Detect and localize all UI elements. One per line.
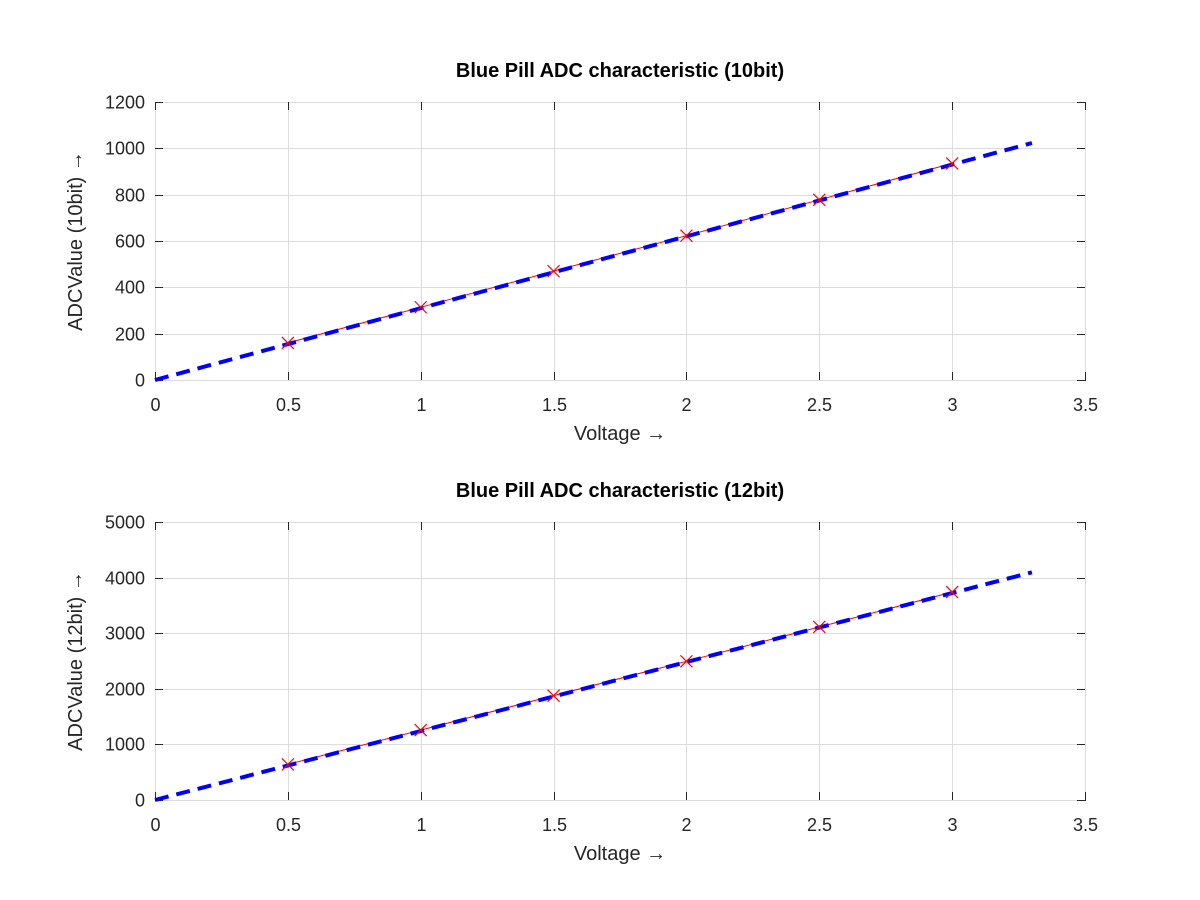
fit-line-12bit [154,570,1033,802]
fit-line-10bit [154,141,1033,382]
x-tick-label: 3 [947,395,957,415]
data-point-12bit [812,620,826,634]
x-tick-label: 2 [681,815,691,835]
x-tick-label: 0.5 [276,815,301,835]
data-point-12bit [547,689,560,703]
data-point-10bit [680,229,693,243]
y-tick-label: 600 [115,232,145,252]
chart-title-10bit: Blue Pill ADC characteristic (10bit) [456,60,784,82]
y-tick-label: 200 [115,325,145,345]
y-axis-label-10bit: ADCValue (10bit) → [65,151,87,331]
x-tick-label: 3.5 [1073,815,1098,835]
ticks-10bit: 0 0.5 1 1.5 2 2.5 3 3.5 0 200 400 600 800 1000 1200 [105,93,1098,416]
x-tick-label: 1.5 [542,395,567,415]
y-tick-label: 3000 [105,624,145,644]
y-tick-label: 1000 [105,735,145,755]
plot-area-12bit [155,522,1086,801]
x-axis-label-10bit: Voltage → [574,423,666,445]
chart-title-12bit: Blue Pill ADC characteristic (12bit) [456,480,784,502]
data-point-12bit [281,757,295,771]
data-point-12bit [680,654,693,668]
series-12bit [154,570,1033,802]
y-tick-label: 0 [135,371,145,391]
y-tick-label: 5000 [105,513,145,533]
data-point-12bit [945,585,959,599]
y-tick-label: 1000 [105,139,145,159]
x-tick-label: 3.5 [1073,395,1098,415]
x-tick-label: 2.5 [807,395,832,415]
y-tick-label: 800 [115,186,145,206]
x-tick-label: 2.5 [807,815,832,835]
y-tick-label: 1200 [105,93,145,113]
data-point-10bit [812,193,826,207]
x-tick-label: 0 [150,815,160,835]
chart-10bit: 0 0.5 1 1.5 2 2.5 3 3.5 0 200 400 600 800 1000 1200 Bl… [65,60,1098,445]
y-tick-label: 0 [135,791,145,811]
x-tick-label: 2 [681,395,691,415]
y-tick-label: 4000 [105,569,145,589]
x-tick-label: 3 [947,815,957,835]
y-axis-label-12bit: ADCValue (12bit) → [65,571,87,751]
x-tick-label: 0.5 [276,395,301,415]
data-point-10bit [547,264,560,278]
y-tick-label: 400 [115,278,145,298]
data-point-12bit [414,723,428,737]
series-10bit [154,141,1033,382]
x-tick-label: 0 [150,395,160,415]
x-tick-label: 1 [416,395,426,415]
data-point-10bit [281,336,295,350]
data-point-10bit [414,300,428,314]
x-tick-label: 1 [416,815,426,835]
x-tick-label: 1.5 [542,815,567,835]
grid-10bit [155,102,1086,381]
x-axis-label-12bit: Voltage → [574,843,666,865]
chart-12bit: 0 0.5 1 1.5 2 2.5 3 3.5 0 1000 2000 3000 4000 5000 Bl… [65,480,1098,865]
data-point-10bit [945,156,959,170]
y-tick-label: 2000 [105,680,145,700]
grid-12bit [155,522,1086,801]
